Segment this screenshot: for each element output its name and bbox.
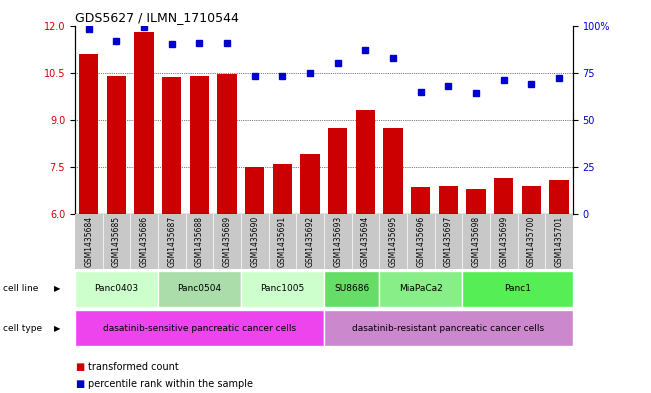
Bar: [355, 110, 375, 214]
Bar: [439, 186, 458, 214]
Bar: [300, 154, 320, 214]
Text: dasatinib-resistant pancreatic cancer cells: dasatinib-resistant pancreatic cancer ce…: [352, 324, 544, 332]
Bar: [241, 271, 324, 307]
Text: Panc1: Panc1: [504, 285, 531, 293]
Text: GSM1435701: GSM1435701: [555, 216, 564, 267]
Bar: [549, 180, 569, 214]
Text: GSM1435699: GSM1435699: [499, 216, 508, 267]
Bar: [379, 271, 462, 307]
Text: GSM1435698: GSM1435698: [471, 216, 480, 267]
Text: GSM1435696: GSM1435696: [416, 216, 425, 267]
Text: GSM1435685: GSM1435685: [112, 216, 121, 267]
Text: ■: ■: [75, 362, 84, 373]
Text: GSM1435694: GSM1435694: [361, 216, 370, 267]
Text: GSM1435695: GSM1435695: [389, 216, 398, 267]
Bar: [521, 186, 541, 214]
Bar: [189, 76, 209, 214]
Text: Panc0504: Panc0504: [177, 285, 221, 293]
Bar: [411, 187, 430, 214]
Text: SU8686: SU8686: [334, 285, 369, 293]
Text: cell line: cell line: [3, 285, 38, 293]
Text: GSM1435689: GSM1435689: [223, 216, 232, 267]
Bar: [107, 76, 126, 214]
Text: GSM1435697: GSM1435697: [444, 216, 453, 267]
Text: percentile rank within the sample: percentile rank within the sample: [88, 379, 253, 389]
Text: ▶: ▶: [54, 285, 61, 293]
Text: GSM1435692: GSM1435692: [305, 216, 314, 267]
Bar: [466, 189, 486, 214]
Text: Panc1005: Panc1005: [260, 285, 305, 293]
Bar: [162, 77, 182, 214]
Bar: [158, 271, 241, 307]
Bar: [324, 310, 573, 346]
Bar: [75, 310, 324, 346]
Bar: [273, 164, 292, 214]
Text: Panc0403: Panc0403: [94, 285, 139, 293]
Bar: [328, 128, 348, 214]
Text: GSM1435688: GSM1435688: [195, 216, 204, 267]
Text: dasatinib-sensitive pancreatic cancer cells: dasatinib-sensitive pancreatic cancer ce…: [103, 324, 296, 332]
Text: GDS5627 / ILMN_1710544: GDS5627 / ILMN_1710544: [75, 11, 239, 24]
Text: ▶: ▶: [54, 324, 61, 332]
Bar: [79, 54, 98, 214]
Bar: [383, 128, 403, 214]
Text: GSM1435693: GSM1435693: [333, 216, 342, 267]
Text: GSM1435687: GSM1435687: [167, 216, 176, 267]
Bar: [324, 271, 379, 307]
Bar: [462, 271, 573, 307]
Text: cell type: cell type: [3, 324, 42, 332]
Text: GSM1435700: GSM1435700: [527, 216, 536, 267]
Text: ■: ■: [75, 379, 84, 389]
Text: GSM1435690: GSM1435690: [250, 216, 259, 267]
Bar: [245, 167, 264, 214]
Bar: [75, 271, 158, 307]
Bar: [134, 32, 154, 214]
Text: GSM1435684: GSM1435684: [84, 216, 93, 267]
Bar: [217, 74, 237, 214]
Text: MiaPaCa2: MiaPaCa2: [399, 285, 443, 293]
Text: transformed count: transformed count: [88, 362, 178, 373]
Bar: [494, 178, 514, 214]
Text: GSM1435686: GSM1435686: [139, 216, 148, 267]
Text: GSM1435691: GSM1435691: [278, 216, 287, 267]
